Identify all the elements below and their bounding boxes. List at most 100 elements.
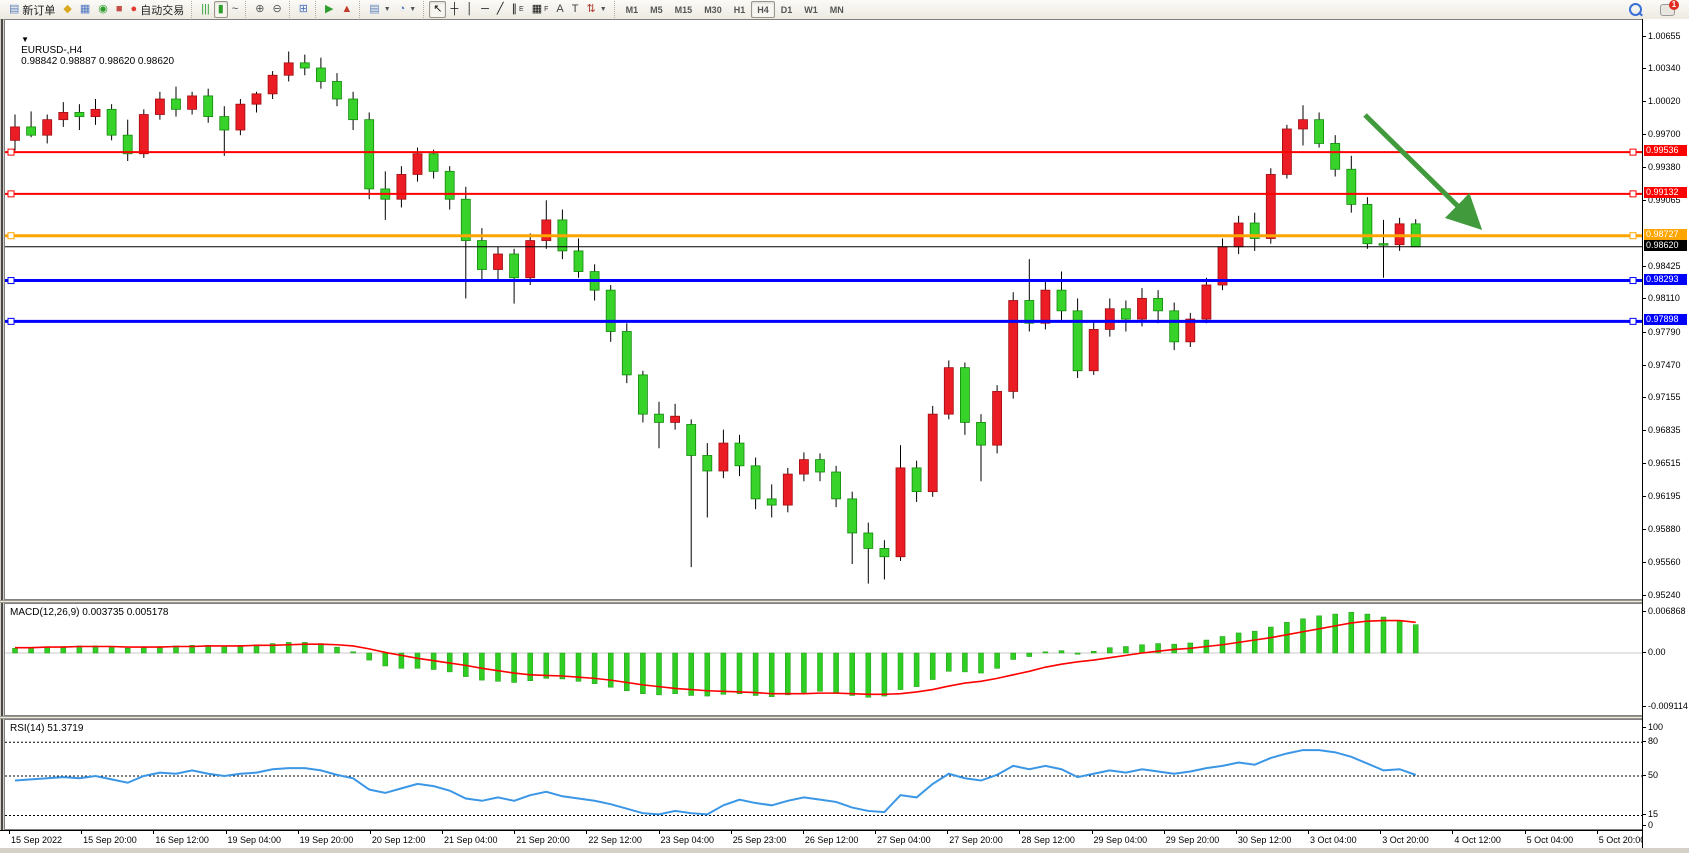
tf-h4-button[interactable]: H4 — [751, 1, 775, 18]
axis-tick-label: 0.97790 — [1648, 326, 1681, 337]
axis-tick-label: 15 — [1648, 809, 1659, 820]
trend-arrow-annotation[interactable] — [1363, 113, 1483, 231]
market-depth-button[interactable]: ▦ — [76, 1, 94, 18]
equidistant-channel-button[interactable]: ∥ E — [508, 1, 528, 18]
chart-shift-button[interactable]: ▲ — [337, 1, 356, 18]
axis-tick — [1643, 496, 1646, 498]
bar-chart-button[interactable]: ||| — [197, 1, 214, 18]
rsi-label: RSI(14) 51.3719 — [10, 723, 84, 734]
axis-tick — [1643, 68, 1646, 70]
axis-tick — [1643, 825, 1646, 826]
rsi-indicator-panel[interactable]: RSI(14) 51.3719 — [4, 719, 1643, 830]
horizontal-line-object[interactable] — [5, 148, 1642, 156]
text-icon: A — [556, 3, 564, 15]
macd-plot[interactable] — [5, 604, 1642, 715]
tf-m30-button[interactable]: M30 — [704, 4, 722, 15]
horizontal-line-object[interactable] — [5, 277, 1642, 285]
cursor-button[interactable]: ↖ — [429, 1, 447, 18]
zoom-in-button[interactable]: ⊕ — [251, 1, 268, 18]
toolbar-group: ⊕ ⊖ — [245, 1, 288, 18]
horizontal-line-object[interactable] — [5, 232, 1642, 240]
tf-d1-button[interactable]: D1 — [780, 4, 793, 15]
panel-separator-1[interactable] — [0, 600, 1643, 603]
price-axis-border — [1642, 19, 1643, 848]
zoom-out-button[interactable]: ⊖ — [269, 1, 286, 18]
axis-tick — [1643, 331, 1646, 333]
symbol-dropdown-icon[interactable]: ▼ — [21, 35, 30, 44]
crosshair-button[interactable]: ┼ — [446, 1, 462, 18]
horizontal-line-icon: ─ — [481, 3, 489, 15]
time-axis-label: 5 Oct 20:00 — [1598, 835, 1646, 845]
candlestick-chart-button[interactable]: ▮ — [213, 1, 228, 18]
tile-windows-button[interactable]: ⊞ — [295, 1, 312, 18]
time-axis-label: 29 Sep 04:00 — [1093, 835, 1148, 845]
vertical-line-button[interactable]: │ — [462, 1, 477, 18]
price-level-badge: 0.99132 — [1644, 186, 1687, 198]
tf-m15-button[interactable]: M15 — [674, 4, 693, 15]
time-axis-label: 26 Sep 12:00 — [804, 835, 859, 845]
time-axis-label: 27 Sep 20:00 — [949, 835, 1003, 845]
new-order-button[interactable]: ▤ 新订单 — [5, 1, 59, 18]
time-axis-tick — [225, 831, 227, 834]
time-axis-label: 23 Sep 04:00 — [660, 835, 715, 845]
axis-tick — [1643, 727, 1646, 728]
candlestick-plot[interactable] — [5, 20, 1642, 597]
metaeditor-button[interactable]: ◆ — [59, 1, 75, 18]
time-axis-tick — [658, 831, 660, 834]
axis-tick — [1643, 741, 1646, 743]
axis-tick-label: -0.009114 — [1648, 700, 1688, 711]
arrows-dropdown[interactable]: ⇅ ▼ — [582, 1, 610, 18]
dropdown-caret-icon: ▼ — [383, 6, 391, 13]
chart-symbol-timeframe: EURUSD-,H4 — [21, 45, 83, 56]
price-chart-panel[interactable]: ▼ EURUSD-,H4 0.98842 0.98887 0.98620 0.9… — [4, 19, 1643, 600]
horizontal-line-object[interactable] — [5, 190, 1642, 198]
axis-tick-label: 0.95880 — [1648, 523, 1681, 534]
auto-scroll-button[interactable]: ▶ — [321, 1, 337, 18]
horizontal-line-object[interactable] — [5, 317, 1642, 325]
axis-tick — [1643, 364, 1646, 366]
label-button[interactable]: T — [568, 1, 583, 18]
time-axis[interactable]: 15 Sep 2022 15 Sep 20:00 16 Sep 12:00 19 Se… — [0, 830, 1646, 849]
time-axis-label: 20 Sep 12:00 — [371, 835, 426, 845]
time-axis-tick — [369, 831, 371, 834]
auto-trading-button[interactable]: ● 自动交易 — [127, 1, 189, 18]
time-axis-tick — [802, 831, 804, 834]
axis-tick — [1643, 528, 1646, 530]
toolbar-group: ▤ ▼ ◔ ▼ — [359, 1, 423, 18]
axis-tick-label: 0.97155 — [1648, 392, 1681, 403]
trendline-button[interactable]: ╱ — [493, 1, 508, 18]
axis-tick-label: 0.98425 — [1648, 260, 1681, 271]
tf-h1-button[interactable]: H1 — [733, 4, 746, 15]
price-level-badge: 0.98293 — [1644, 273, 1687, 285]
equidistant-channel-icon: ∥ — [511, 3, 518, 15]
tf-mn-button[interactable]: MN — [829, 4, 844, 15]
new-order-icon: ▤ — [9, 3, 20, 15]
tf-m5-button[interactable]: M5 — [650, 4, 663, 15]
axis-tick-label: 0.99380 — [1648, 162, 1681, 173]
macd-indicator-panel[interactable]: MACD(12,26,9) 0.003735 0.005178 — [4, 603, 1643, 716]
axis-tick — [1643, 561, 1646, 563]
market-button[interactable]: ■ — [112, 1, 127, 18]
line-chart-button[interactable]: ~ — [228, 1, 242, 18]
new-chart-icon: ▤ — [369, 3, 380, 15]
time-axis-label: 22 Sep 12:00 — [588, 835, 642, 845]
horizontal-line-button[interactable]: ─ — [477, 1, 493, 18]
price-axis[interactable]: 1.00655 1.00340 1.00020 0.99700 0.99380 0.990… — [1643, 19, 1689, 848]
time-axis-tick — [730, 831, 732, 834]
time-axis-label: 3 Oct 20:00 — [1382, 835, 1429, 845]
rsi-plot[interactable] — [5, 720, 1642, 829]
profiles-dropdown[interactable]: ◔ ▼ — [395, 1, 421, 18]
time-axis-label: 19 Sep 20:00 — [299, 835, 354, 845]
time-axis-label: 19 Sep 04:00 — [227, 835, 282, 845]
notifications-button[interactable]: 1 — [1656, 0, 1679, 18]
text-button[interactable]: A — [552, 1, 567, 18]
axis-tick-label: 80 — [1648, 736, 1659, 747]
panel-separator-2[interactable] — [0, 716, 1643, 719]
new-chart-dropdown[interactable]: ▤ ▼ — [365, 1, 394, 18]
signals-button[interactable]: ◉ — [94, 1, 112, 18]
macd-signal-line — [15, 619, 1416, 696]
fibonacci-button[interactable]: ▦ F — [528, 1, 553, 18]
search-button[interactable] — [1625, 1, 1646, 18]
tf-w1-button[interactable]: W1 — [804, 4, 818, 15]
tf-m1-button[interactable]: M1 — [625, 4, 639, 15]
